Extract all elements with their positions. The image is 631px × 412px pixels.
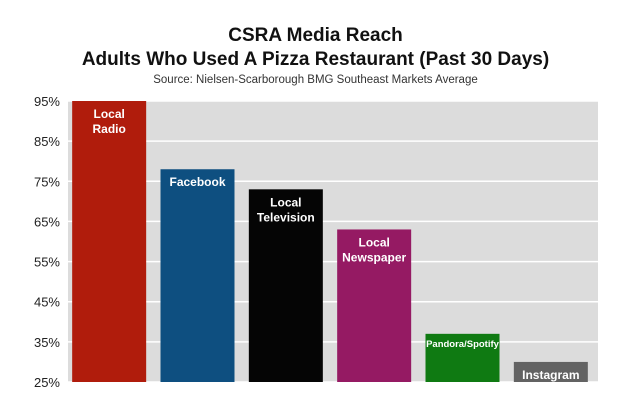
y-tick-label: 35% [34, 335, 60, 350]
chart-subtitle: Source: Nielsen-Scarborough BMG Southeas… [153, 74, 478, 86]
plot-area [68, 101, 598, 382]
bar-label: Facebook [169, 175, 225, 189]
y-tick-label: 75% [34, 174, 60, 189]
bar-label: Local [93, 107, 124, 121]
bar-label: Newspaper [342, 250, 406, 264]
chart-title-line2: Adults Who Used A Pizza Restaurant (Past… [81, 49, 550, 70]
bar [248, 189, 323, 382]
bar [513, 361, 588, 382]
bar-label: Pandora/Spotify [426, 339, 500, 350]
y-tick-label: 25% [34, 375, 60, 390]
y-tick-label: 95% [34, 94, 60, 109]
bar [160, 169, 235, 382]
y-tick-label: 55% [34, 255, 60, 270]
bar [337, 229, 412, 382]
y-tick-label: 45% [34, 295, 60, 310]
chart-title: CSRA Media Reach [228, 25, 403, 46]
y-tick-label: 85% [34, 134, 60, 149]
bar-label: Local [358, 235, 389, 249]
bar [425, 333, 500, 382]
bar [72, 101, 147, 382]
bar-label: Television [257, 210, 315, 224]
bar-label: Local [270, 195, 301, 209]
y-tick-label: 65% [34, 214, 60, 229]
bar-label: Radio [92, 122, 125, 136]
bar-label: Instagram [522, 368, 579, 382]
